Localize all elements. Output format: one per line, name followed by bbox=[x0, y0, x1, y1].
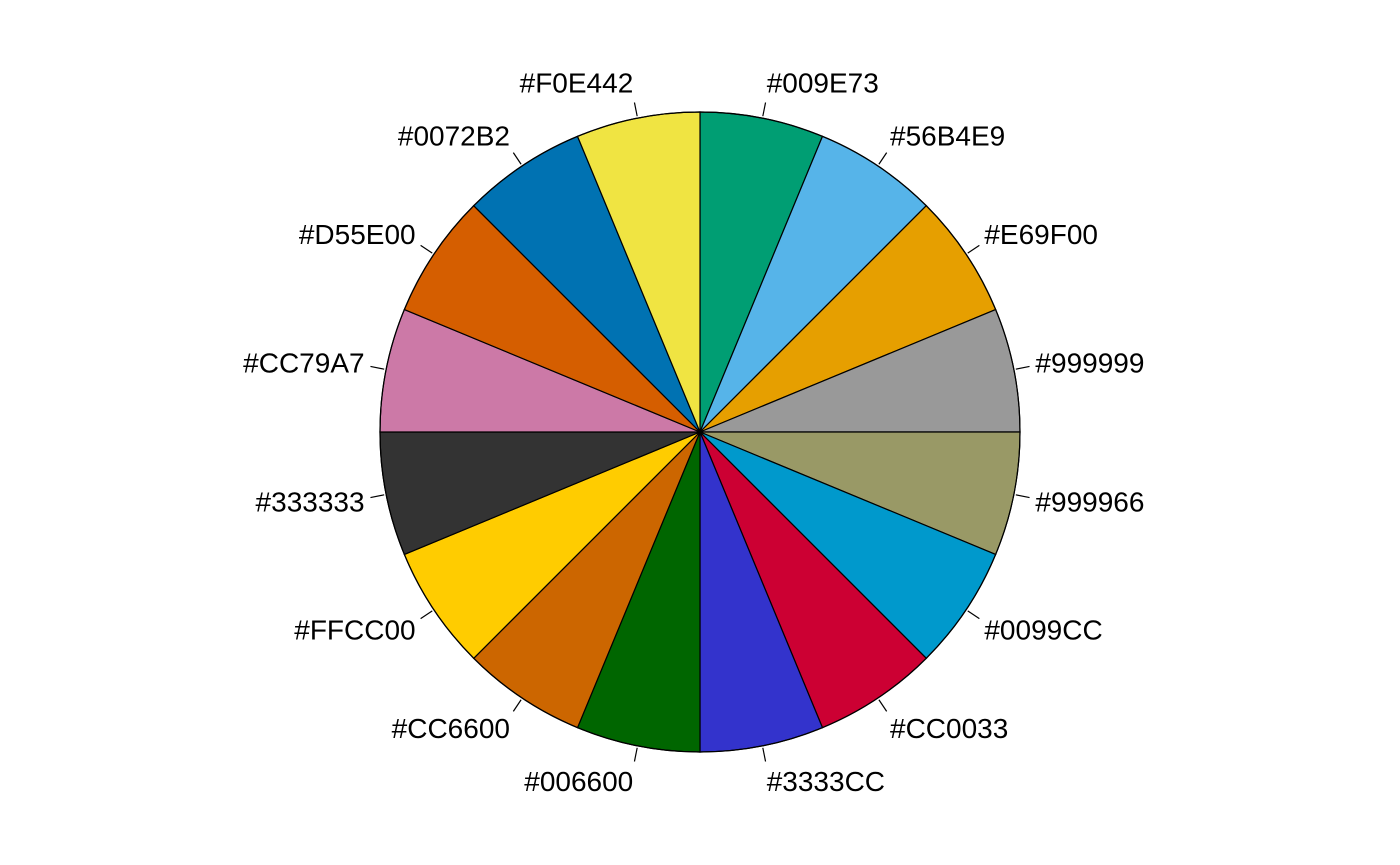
slice-label-tick bbox=[370, 494, 385, 499]
slice-label: #CC6600 bbox=[392, 713, 510, 744]
slice-label-tick bbox=[762, 747, 767, 762]
slice-label-tick bbox=[967, 244, 980, 254]
slices-layer bbox=[379, 111, 1021, 753]
slice-label-tick bbox=[762, 102, 767, 117]
slice-label: #3333CC bbox=[767, 766, 885, 797]
slice-label: #CC0033 bbox=[890, 713, 1008, 744]
pie-outline bbox=[379, 111, 1021, 753]
slice-label-tick bbox=[633, 747, 638, 762]
slice-label-tick bbox=[370, 365, 385, 370]
slice-label-tick bbox=[878, 699, 888, 712]
slice-label: #E69F00 bbox=[984, 219, 1098, 250]
slice-label-tick bbox=[633, 102, 638, 117]
labels-layer: #009E73 #56B4E9 #E69F00 #999999 #999966 #0099… bbox=[243, 68, 1144, 797]
slice-label: #0099CC bbox=[984, 615, 1102, 646]
slice-label-tick bbox=[420, 244, 433, 254]
slice-label: #0072B2 bbox=[398, 121, 510, 152]
slice-label: #FFCC00 bbox=[294, 615, 415, 646]
slice-label-tick bbox=[1015, 494, 1030, 499]
slice-label: #333333 bbox=[256, 486, 365, 517]
slice-label: #F0E442 bbox=[520, 68, 634, 99]
ticks-layer bbox=[370, 102, 1030, 762]
slice-label-tick bbox=[420, 610, 433, 620]
slice-label: #006600 bbox=[524, 766, 633, 797]
slice-label: #56B4E9 bbox=[890, 121, 1005, 152]
slice-label: #009E73 bbox=[767, 68, 879, 99]
slice-label-tick bbox=[512, 699, 522, 712]
slice-label-tick bbox=[878, 152, 888, 165]
slice-label: #999999 bbox=[1035, 347, 1144, 378]
slice-label-tick bbox=[967, 610, 980, 620]
slice-label: #CC79A7 bbox=[243, 347, 364, 378]
slice-label-tick bbox=[1015, 365, 1030, 370]
slice-label-tick bbox=[512, 152, 522, 165]
slice-label: #D55E00 bbox=[299, 219, 416, 250]
slice-label: #999966 bbox=[1035, 486, 1144, 517]
